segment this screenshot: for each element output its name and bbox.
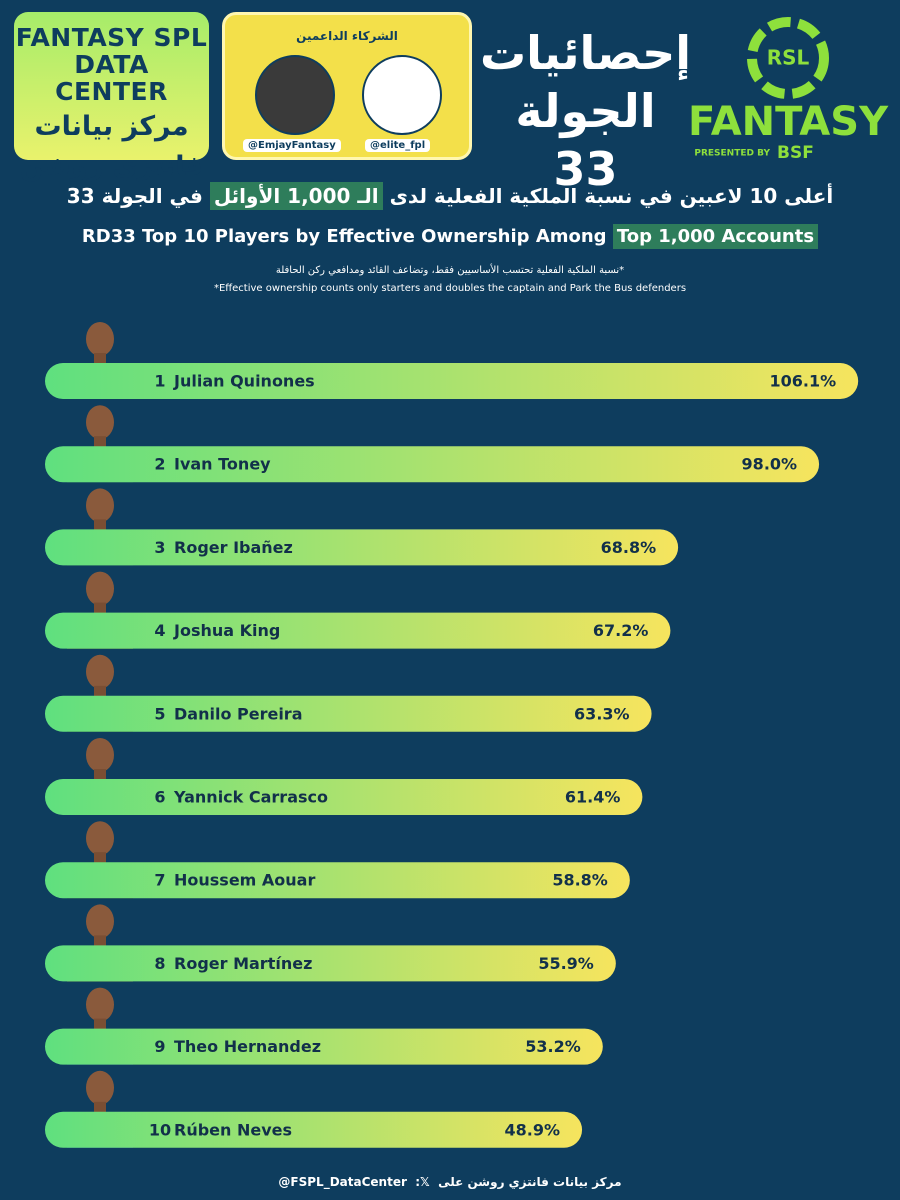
bar bbox=[45, 1028, 603, 1065]
round-title-line: إحصائيات bbox=[479, 26, 692, 80]
round-title-line: الجولة 33 bbox=[515, 84, 656, 196]
rank-label: 9 bbox=[154, 1037, 165, 1056]
player-name: Joshua King bbox=[173, 621, 280, 640]
player-name: Roger Ibañez bbox=[174, 538, 293, 557]
rank-label: 5 bbox=[154, 704, 165, 723]
player-neck bbox=[94, 1018, 106, 1031]
league-logo-text: RSL bbox=[767, 46, 810, 70]
rank-label: 3 bbox=[154, 538, 165, 557]
partner-handle: @EmjayFantasy bbox=[243, 139, 341, 152]
player-head bbox=[86, 405, 114, 440]
subtitle-highlight: Top 1,000 Accounts bbox=[612, 224, 819, 249]
player-neck bbox=[94, 852, 106, 865]
league-logo: RSL FANTASY PRESENTED BY BSF bbox=[688, 17, 889, 163]
rank-label: 6 bbox=[154, 788, 165, 807]
player-neck bbox=[94, 685, 106, 698]
note: *نسبة الملكية الفعلية تحتسب الأساسيين فق… bbox=[275, 265, 625, 276]
subtitle-en: RD33 Top 10 Players by Effective Ownersh… bbox=[0, 224, 900, 249]
subtitle-part: في الجولة 33 bbox=[66, 184, 203, 208]
league-word: FANTASY bbox=[688, 99, 889, 145]
subtitle-part: RD33 Top 10 Players by Effective Ownersh… bbox=[81, 226, 607, 247]
value-label: 53.2% bbox=[525, 1037, 581, 1056]
player-head bbox=[86, 987, 114, 1022]
bar bbox=[45, 695, 652, 732]
value-label: 106.1% bbox=[770, 372, 837, 391]
player-neck bbox=[94, 935, 106, 948]
player-head bbox=[86, 1070, 114, 1105]
footer-handle: @FSPL_DataCenter bbox=[278, 1175, 407, 1189]
brand-en: FANTASY SPL bbox=[15, 23, 208, 52]
player-head bbox=[86, 821, 114, 856]
partners-box: الشركاء الداعمين @EmjayFantasy @elite_fp… bbox=[222, 12, 472, 160]
rank-label: 2 bbox=[154, 455, 165, 474]
value-label: 55.9% bbox=[538, 954, 594, 973]
note: *Effective ownership counts only starter… bbox=[213, 283, 687, 294]
partners-title: الشركاء الداعمين bbox=[296, 29, 398, 43]
player-head bbox=[86, 904, 114, 939]
partner-logo bbox=[255, 55, 335, 135]
footer: @FSPL_DataCenter :𝕏 مركز بيانات فانتزي ر… bbox=[0, 1175, 900, 1189]
player-name: Yannick Carrasco bbox=[173, 788, 328, 807]
subtitle-highlight: الـ 1,000 الأوائل bbox=[209, 182, 383, 210]
player-neck bbox=[94, 1101, 106, 1114]
player-name: Ivan Toney bbox=[174, 455, 271, 474]
footer-text: مركز بيانات فانتزي روشن على bbox=[438, 1175, 622, 1189]
bar bbox=[45, 446, 820, 483]
rank-label: 10 bbox=[149, 1120, 171, 1139]
rank-label: 7 bbox=[154, 871, 165, 890]
player-head bbox=[86, 571, 114, 606]
bar bbox=[45, 862, 630, 899]
subtitle-part: أعلى 10 لاعبين في نسبة الملكية الفعلية ل… bbox=[389, 184, 834, 208]
bar bbox=[45, 529, 679, 566]
value-label: 68.8% bbox=[601, 538, 657, 557]
brand-box: FANTASY SPL DATA CENTER مركز بيانات فانت… bbox=[14, 12, 209, 182]
sponsor: BSF bbox=[777, 143, 814, 163]
bar bbox=[45, 363, 859, 399]
x-icon: :𝕏 bbox=[411, 1175, 434, 1189]
player-head bbox=[86, 488, 114, 523]
player-neck bbox=[94, 353, 106, 365]
rank-label: 8 bbox=[154, 954, 165, 973]
value-label: 58.8% bbox=[552, 871, 608, 890]
player-name: Julian Quinones bbox=[173, 372, 315, 391]
player-neck bbox=[94, 519, 106, 532]
value-label: 63.3% bbox=[574, 704, 630, 723]
bar bbox=[45, 945, 616, 982]
rank-label: 4 bbox=[154, 621, 165, 640]
bar bbox=[45, 779, 643, 815]
brand-ar: فانتزي روشن bbox=[19, 151, 204, 182]
player-name: Roger Martínez bbox=[174, 954, 312, 973]
rank-label: 1 bbox=[154, 372, 165, 391]
player-name: Rúben Neves bbox=[174, 1120, 292, 1139]
value-label: 98.0% bbox=[742, 455, 798, 474]
value-label: 61.4% bbox=[565, 788, 621, 807]
subtitle-ar: أعلى 10 لاعبين في نسبة الملكية الفعلية ل… bbox=[0, 182, 900, 210]
brand-ar: مركز بيانات bbox=[34, 111, 189, 142]
bar bbox=[45, 1111, 583, 1148]
bar bbox=[45, 612, 671, 649]
player-name: Danilo Pereira bbox=[174, 704, 303, 723]
player-head bbox=[86, 738, 114, 772]
value-label: 48.9% bbox=[505, 1120, 561, 1139]
round-title: إحصائيات الجولة 33 bbox=[478, 24, 693, 198]
partner-logo bbox=[362, 55, 442, 135]
player-neck bbox=[94, 602, 106, 615]
player-neck bbox=[94, 769, 106, 781]
value-label: 67.2% bbox=[593, 621, 649, 640]
player-head bbox=[86, 322, 114, 356]
brand-en: DATA CENTER bbox=[55, 50, 168, 106]
partner-handle: @elite_fpl bbox=[365, 139, 431, 152]
player-name: Theo Hernandez bbox=[174, 1037, 321, 1056]
player-name: Houssem Aouar bbox=[174, 871, 315, 890]
player-head bbox=[86, 654, 114, 689]
player-neck bbox=[94, 436, 106, 449]
presented-by: PRESENTED BY bbox=[694, 149, 770, 159]
